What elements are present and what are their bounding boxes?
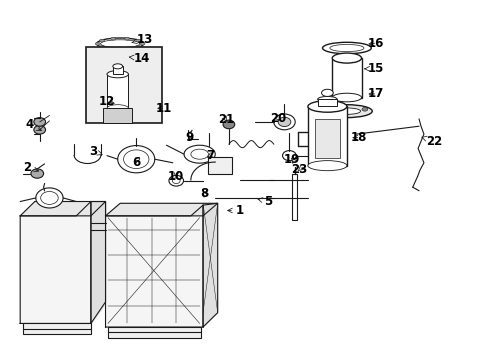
Bar bbox=[307, 107, 346, 166]
Ellipse shape bbox=[136, 45, 141, 48]
Text: 10: 10 bbox=[168, 170, 184, 183]
Ellipse shape bbox=[107, 71, 128, 78]
Bar bbox=[292, 174, 297, 220]
Text: 17: 17 bbox=[367, 87, 384, 100]
Ellipse shape bbox=[36, 188, 63, 208]
Text: 22: 22 bbox=[421, 135, 442, 148]
Bar bbox=[107, 74, 128, 108]
Text: 19: 19 bbox=[284, 153, 300, 166]
Ellipse shape bbox=[34, 118, 45, 126]
Ellipse shape bbox=[111, 48, 116, 50]
Bar bbox=[113, 66, 122, 74]
Ellipse shape bbox=[100, 39, 104, 42]
Ellipse shape bbox=[34, 126, 45, 134]
Text: 4: 4 bbox=[26, 118, 41, 131]
Text: 21: 21 bbox=[217, 113, 234, 126]
Ellipse shape bbox=[136, 39, 141, 42]
Bar bbox=[103, 108, 132, 123]
Bar bbox=[317, 99, 336, 107]
Ellipse shape bbox=[317, 96, 336, 102]
Text: 15: 15 bbox=[364, 62, 384, 75]
Ellipse shape bbox=[113, 64, 122, 69]
Ellipse shape bbox=[124, 37, 129, 40]
Ellipse shape bbox=[307, 161, 346, 171]
Bar bbox=[86, 47, 161, 123]
Text: 13: 13 bbox=[132, 33, 152, 46]
Text: 1: 1 bbox=[227, 204, 243, 217]
Bar bbox=[314, 119, 339, 158]
Bar bbox=[108, 327, 200, 338]
Bar bbox=[98, 53, 140, 61]
Text: 2: 2 bbox=[23, 161, 39, 174]
Ellipse shape bbox=[111, 37, 116, 40]
Ellipse shape bbox=[307, 101, 346, 112]
Ellipse shape bbox=[95, 42, 100, 45]
Ellipse shape bbox=[98, 57, 140, 66]
Polygon shape bbox=[105, 205, 203, 327]
Ellipse shape bbox=[140, 42, 145, 45]
Polygon shape bbox=[91, 202, 105, 323]
Ellipse shape bbox=[223, 120, 234, 129]
Ellipse shape bbox=[321, 105, 371, 118]
Polygon shape bbox=[20, 202, 105, 216]
Ellipse shape bbox=[31, 169, 43, 178]
Ellipse shape bbox=[278, 117, 290, 127]
Text: 5: 5 bbox=[257, 195, 271, 208]
Text: 20: 20 bbox=[270, 112, 286, 125]
Ellipse shape bbox=[100, 45, 104, 48]
Text: 12: 12 bbox=[99, 95, 115, 108]
Bar bbox=[208, 157, 231, 174]
Bar bbox=[22, 323, 91, 334]
Text: 23: 23 bbox=[290, 163, 306, 176]
Text: 3: 3 bbox=[89, 145, 102, 158]
Ellipse shape bbox=[41, 192, 58, 204]
Ellipse shape bbox=[361, 108, 367, 111]
Text: 6: 6 bbox=[132, 156, 140, 168]
Ellipse shape bbox=[98, 48, 140, 57]
Text: 7: 7 bbox=[206, 149, 214, 162]
Polygon shape bbox=[20, 202, 91, 323]
Bar bbox=[331, 58, 361, 98]
Text: 18: 18 bbox=[350, 131, 366, 144]
Text: 11: 11 bbox=[156, 102, 172, 115]
Ellipse shape bbox=[107, 105, 128, 112]
Text: 8: 8 bbox=[200, 187, 208, 200]
Ellipse shape bbox=[331, 93, 361, 102]
Ellipse shape bbox=[325, 111, 331, 114]
Ellipse shape bbox=[332, 108, 360, 114]
Ellipse shape bbox=[331, 53, 361, 63]
Ellipse shape bbox=[124, 48, 129, 50]
Text: 9: 9 bbox=[185, 131, 194, 144]
Ellipse shape bbox=[321, 89, 332, 96]
Polygon shape bbox=[105, 203, 217, 216]
Text: 14: 14 bbox=[129, 51, 150, 64]
Ellipse shape bbox=[339, 105, 345, 108]
Text: 16: 16 bbox=[367, 36, 384, 50]
Polygon shape bbox=[203, 203, 217, 327]
